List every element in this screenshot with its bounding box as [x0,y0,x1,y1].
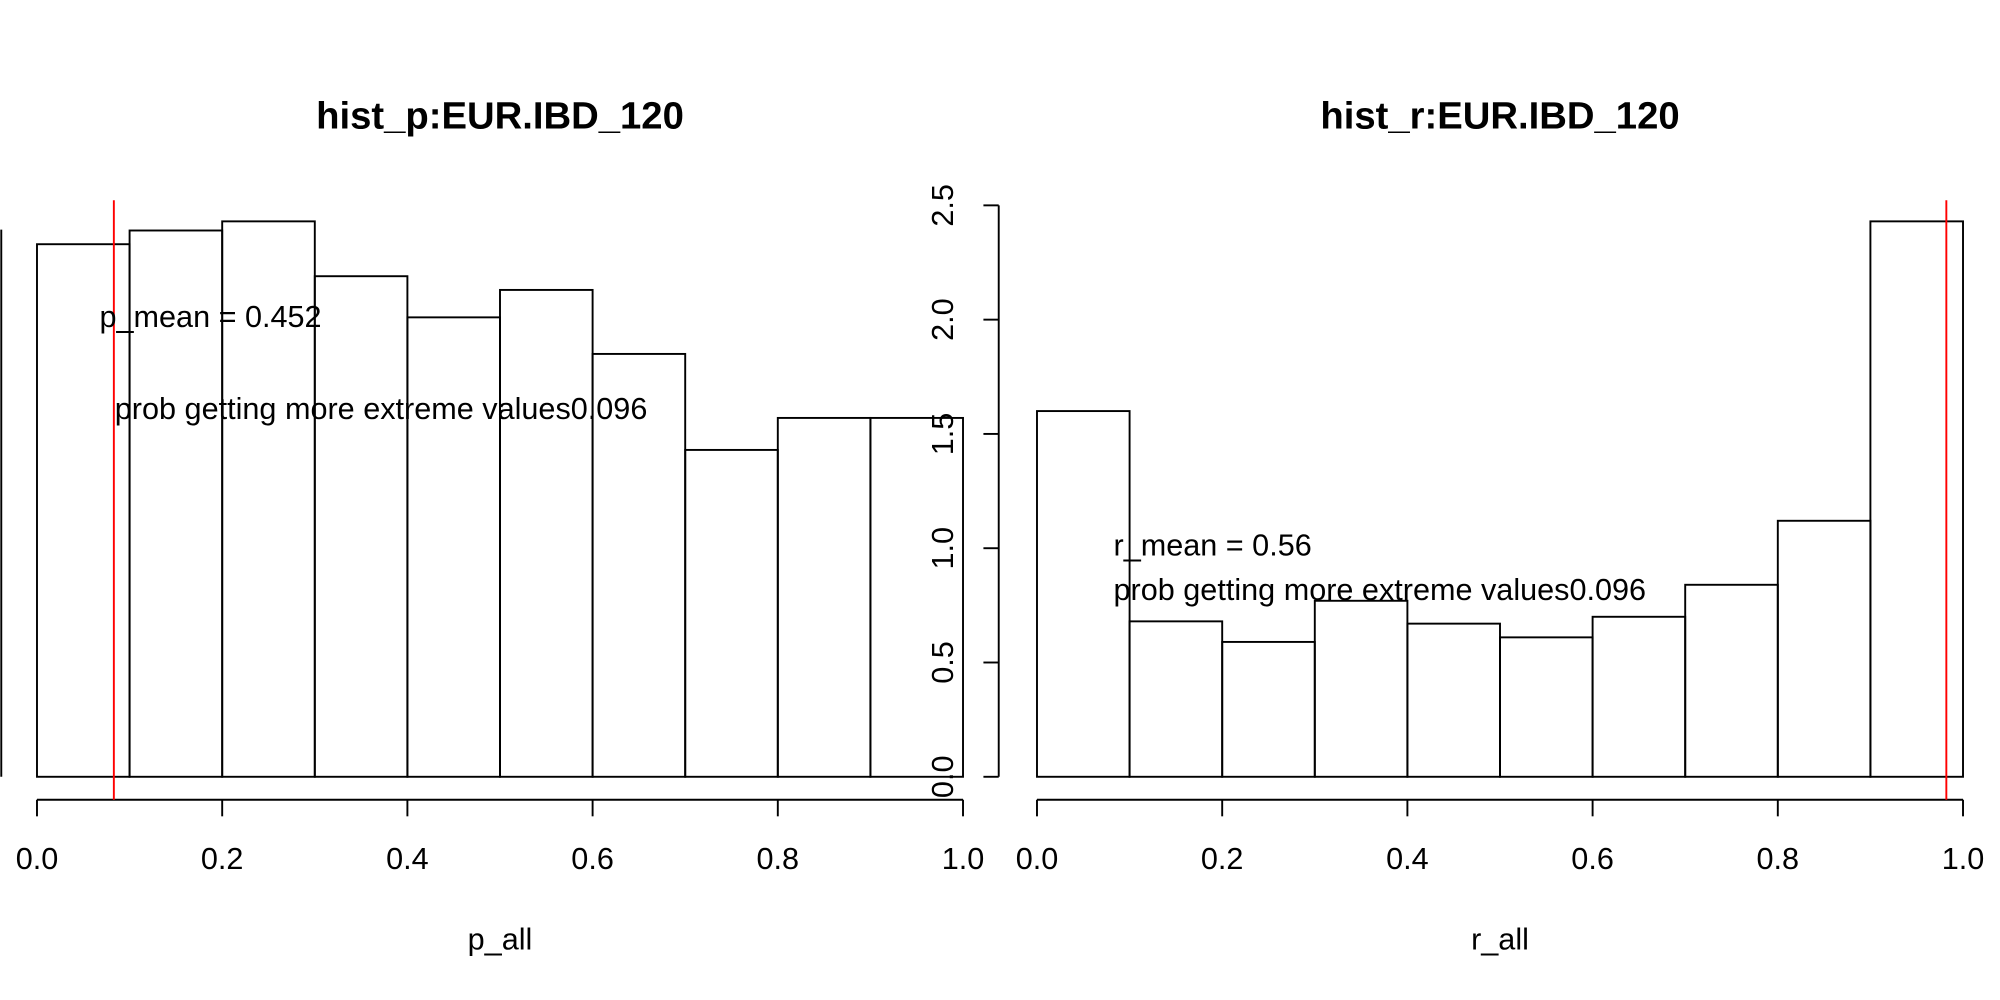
annotation: r_mean = 0.56 [1114,528,1312,562]
chart-title: hist_r:EUR.IBD_120 [1320,95,1679,138]
x-tick-label: 0.6 [1571,842,1614,876]
bar [1869,220,1964,778]
x-tick-label: 0.2 [201,842,244,876]
x-tick-label: 0.8 [1757,842,1800,876]
annotation: prob getting more extreme values0.096 [115,392,648,426]
y-tick-label: 1.0 [926,527,960,570]
x-axis-label: p_all [468,922,533,956]
y-tick-label: 2.0 [926,298,960,341]
bar [869,416,964,778]
y-tick-label: 0.0 [926,756,960,799]
x-tick-label: 0.8 [757,842,800,876]
x-tick-label: 0.4 [386,842,429,876]
x-tick-label: 0.4 [1386,842,1429,876]
x-tick-label: 1.0 [1942,842,1985,876]
y-tick-label: 0.5 [926,641,960,684]
chart-title: hist_p:EUR.IBD_120 [316,95,684,138]
y-tick-label: 1.5 [926,413,960,456]
annotation: prob getting more extreme values0.096 [1114,573,1647,607]
x-tick-label: 0.2 [1201,842,1244,876]
x-tick-label: 0.0 [16,842,59,876]
y-tick-label: 2.5 [926,184,960,227]
annotation: p_mean = 0.452 [99,300,321,334]
x-tick-label: 1.0 [942,842,985,876]
x-tick-label: 0.6 [571,842,614,876]
bar [1036,410,1131,778]
x-axis-label: r_all [1471,922,1529,956]
x-tick-label: 0.0 [1016,842,1059,876]
